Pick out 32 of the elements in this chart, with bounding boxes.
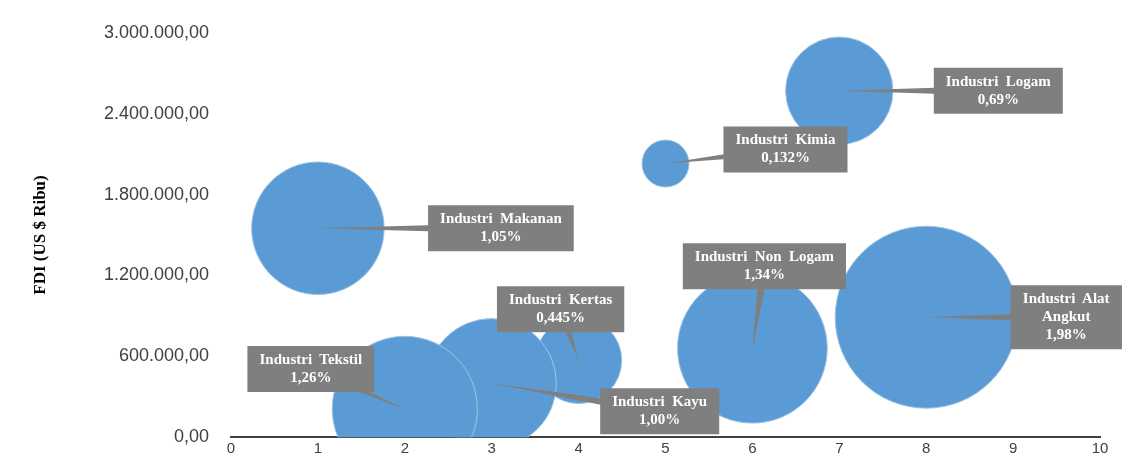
- x-tick-label: 8: [922, 439, 931, 457]
- series-label: Industri Kertas: [508, 291, 613, 308]
- annotation: 1,05%: [480, 228, 522, 245]
- text: Industri Kayu: [612, 393, 708, 410]
- text: Industri Makanan: [440, 210, 563, 227]
- y-tick-label: 1.200.000,00: [103, 264, 209, 285]
- x-tick-label: 0: [226, 439, 236, 457]
- text: Industri Kimia: [735, 131, 836, 148]
- annotation: 1,34%: [743, 266, 786, 283]
- x-tick-label: 5: [661, 439, 670, 457]
- y-tick-label: 3.000.000,00: [103, 21, 209, 42]
- x-tick-label: 4: [574, 439, 583, 457]
- x-tick-label: 6: [748, 439, 757, 457]
- x-tick-label: 3: [487, 439, 496, 457]
- series-label: Industri Non Logam: [694, 248, 835, 265]
- annotation: 0,132%: [761, 149, 810, 166]
- x-tick-label: 2: [400, 439, 409, 457]
- y-tick-label: 2.400.000,00: [103, 102, 209, 123]
- x-tick-label: 1: [313, 439, 323, 457]
- series-label: Industri Alat Angkut: [1022, 290, 1110, 325]
- annotation: 0,69%: [977, 90, 1019, 107]
- annotation: 1,00%: [639, 411, 681, 428]
- x-tick-label: 9: [1008, 439, 1018, 457]
- y-tick-label: 1.800.000,00: [103, 183, 209, 204]
- x-tick-label: 10: [1091, 439, 1109, 457]
- y-tick-label: 600.000,00: [118, 345, 209, 366]
- x-tick-label: 7: [835, 439, 844, 457]
- text: Industri Logam: [945, 72, 1052, 89]
- y-axis-title: FDI (US $ Ribu): [29, 175, 49, 295]
- series-label: Industri Tekstil: [259, 350, 363, 367]
- annotation: 1,98%: [1045, 326, 1087, 343]
- y-tick-label: 0,00: [173, 426, 209, 447]
